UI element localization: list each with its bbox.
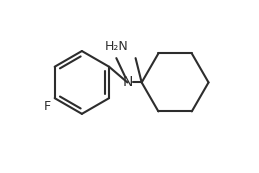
Text: F: F <box>44 100 51 113</box>
Text: N: N <box>122 75 133 89</box>
Text: H₂N: H₂N <box>105 40 128 53</box>
